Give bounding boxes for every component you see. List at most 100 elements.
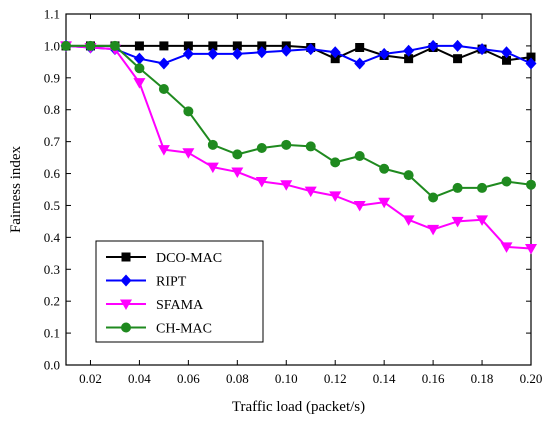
data-point <box>157 145 170 156</box>
data-point <box>305 141 316 152</box>
data-point <box>280 180 293 191</box>
data-point <box>452 182 463 193</box>
legend-item-ch-mac: CH-MAC <box>106 322 212 337</box>
data-point <box>354 150 365 161</box>
data-point <box>502 55 512 65</box>
x-tick-label: 0.04 <box>128 371 151 386</box>
legend-item-dco-mac: DCO-MAC <box>106 251 222 266</box>
data-point <box>476 43 488 56</box>
data-point <box>256 46 268 59</box>
y-tick-label: 0.2 <box>44 294 60 309</box>
data-point <box>378 47 390 60</box>
legend-marker <box>121 322 131 333</box>
data-point <box>402 215 415 226</box>
legend-label: SFAMA <box>156 298 204 313</box>
data-point <box>477 182 488 193</box>
x-tick-label: 0.02 <box>79 371 102 386</box>
x-tick-label: 0.10 <box>275 371 298 386</box>
data-point <box>476 215 489 226</box>
y-tick-label: 0.6 <box>44 166 61 181</box>
data-point <box>453 54 463 64</box>
x-tick-label: 0.14 <box>373 371 396 386</box>
data-point <box>61 40 71 51</box>
data-point <box>133 78 146 89</box>
series-sfama <box>60 41 537 255</box>
data-point <box>207 139 218 150</box>
data-point <box>109 40 120 51</box>
data-point <box>255 177 268 188</box>
x-tick-label: 0.18 <box>471 371 494 386</box>
data-point <box>159 41 169 51</box>
data-point <box>525 244 537 255</box>
data-point <box>525 57 537 70</box>
data-point <box>208 41 218 51</box>
legend-label: CH-MAC <box>156 322 212 337</box>
data-point <box>501 176 512 187</box>
data-point <box>85 40 96 51</box>
y-tick-label: 0.3 <box>44 262 60 277</box>
legend-item-ript: RIPT <box>106 274 187 290</box>
data-point <box>158 57 170 70</box>
x-axis-title: Traffic load (packet/s) <box>232 399 365 415</box>
data-point <box>428 192 439 203</box>
data-point <box>355 43 365 53</box>
data-point <box>281 139 292 150</box>
data-point <box>231 47 243 60</box>
data-point <box>526 52 536 62</box>
y-tick-label: 0.5 <box>44 198 60 213</box>
data-point <box>231 167 244 178</box>
data-point <box>452 39 464 52</box>
legend-item-sfama: SFAMA <box>106 298 204 313</box>
x-tick-label: 0.16 <box>422 371 445 386</box>
data-point <box>330 54 340 64</box>
x-tick-label: 0.06 <box>177 371 200 386</box>
y-tick-label: 0.1 <box>44 326 60 341</box>
data-point <box>501 46 513 59</box>
data-point <box>182 148 195 159</box>
legend-marker <box>120 299 132 310</box>
data-point <box>526 179 536 190</box>
y-tick-label: 0.7 <box>44 134 61 149</box>
data-point <box>451 216 464 228</box>
data-point <box>134 63 145 74</box>
data-point <box>256 143 267 154</box>
series-layer <box>60 39 537 255</box>
y-tick-label: 0.4 <box>44 230 61 245</box>
y-tick-label: 0.9 <box>44 70 60 85</box>
y-tick-label: 0.0 <box>44 358 60 373</box>
legend-label: DCO-MAC <box>156 251 222 266</box>
data-point <box>232 149 243 160</box>
y-axis-title: Fairness index <box>8 145 24 233</box>
axis-ticks: 0.02 0.04 0.06 0.08 0.10 0.12 0.14 0.16 0.18 0.2 0… <box>44 7 543 387</box>
data-point <box>280 44 292 57</box>
legend-label: RIPT <box>156 275 187 290</box>
legend-marker <box>120 274 132 287</box>
data-point <box>427 224 440 236</box>
series-line <box>65 44 532 250</box>
data-point <box>183 41 193 51</box>
data-point <box>305 43 317 56</box>
y-tick-label: 1.0 <box>44 38 60 53</box>
data-point <box>257 41 267 51</box>
series-ch-mac <box>61 40 536 203</box>
data-point <box>404 54 414 64</box>
data-point <box>158 83 169 94</box>
data-point <box>329 46 341 59</box>
legend-marker <box>121 252 131 262</box>
x-tick-label: 0.08 <box>226 371 249 386</box>
data-point <box>232 41 242 51</box>
y-tick-label: 1.1 <box>44 7 60 22</box>
data-point <box>182 47 194 60</box>
legend: DCO-MAC RIPT SFAMA CH-MAC <box>95 240 264 343</box>
data-point <box>207 47 219 60</box>
data-point <box>133 52 145 65</box>
data-point <box>354 57 366 70</box>
data-point <box>353 200 366 212</box>
data-point <box>500 242 513 253</box>
x-tick-label: 0.12 <box>324 371 347 386</box>
data-point <box>329 191 342 202</box>
y-tick-label: 0.8 <box>44 102 60 117</box>
data-point <box>304 186 317 198</box>
data-point <box>206 162 219 174</box>
